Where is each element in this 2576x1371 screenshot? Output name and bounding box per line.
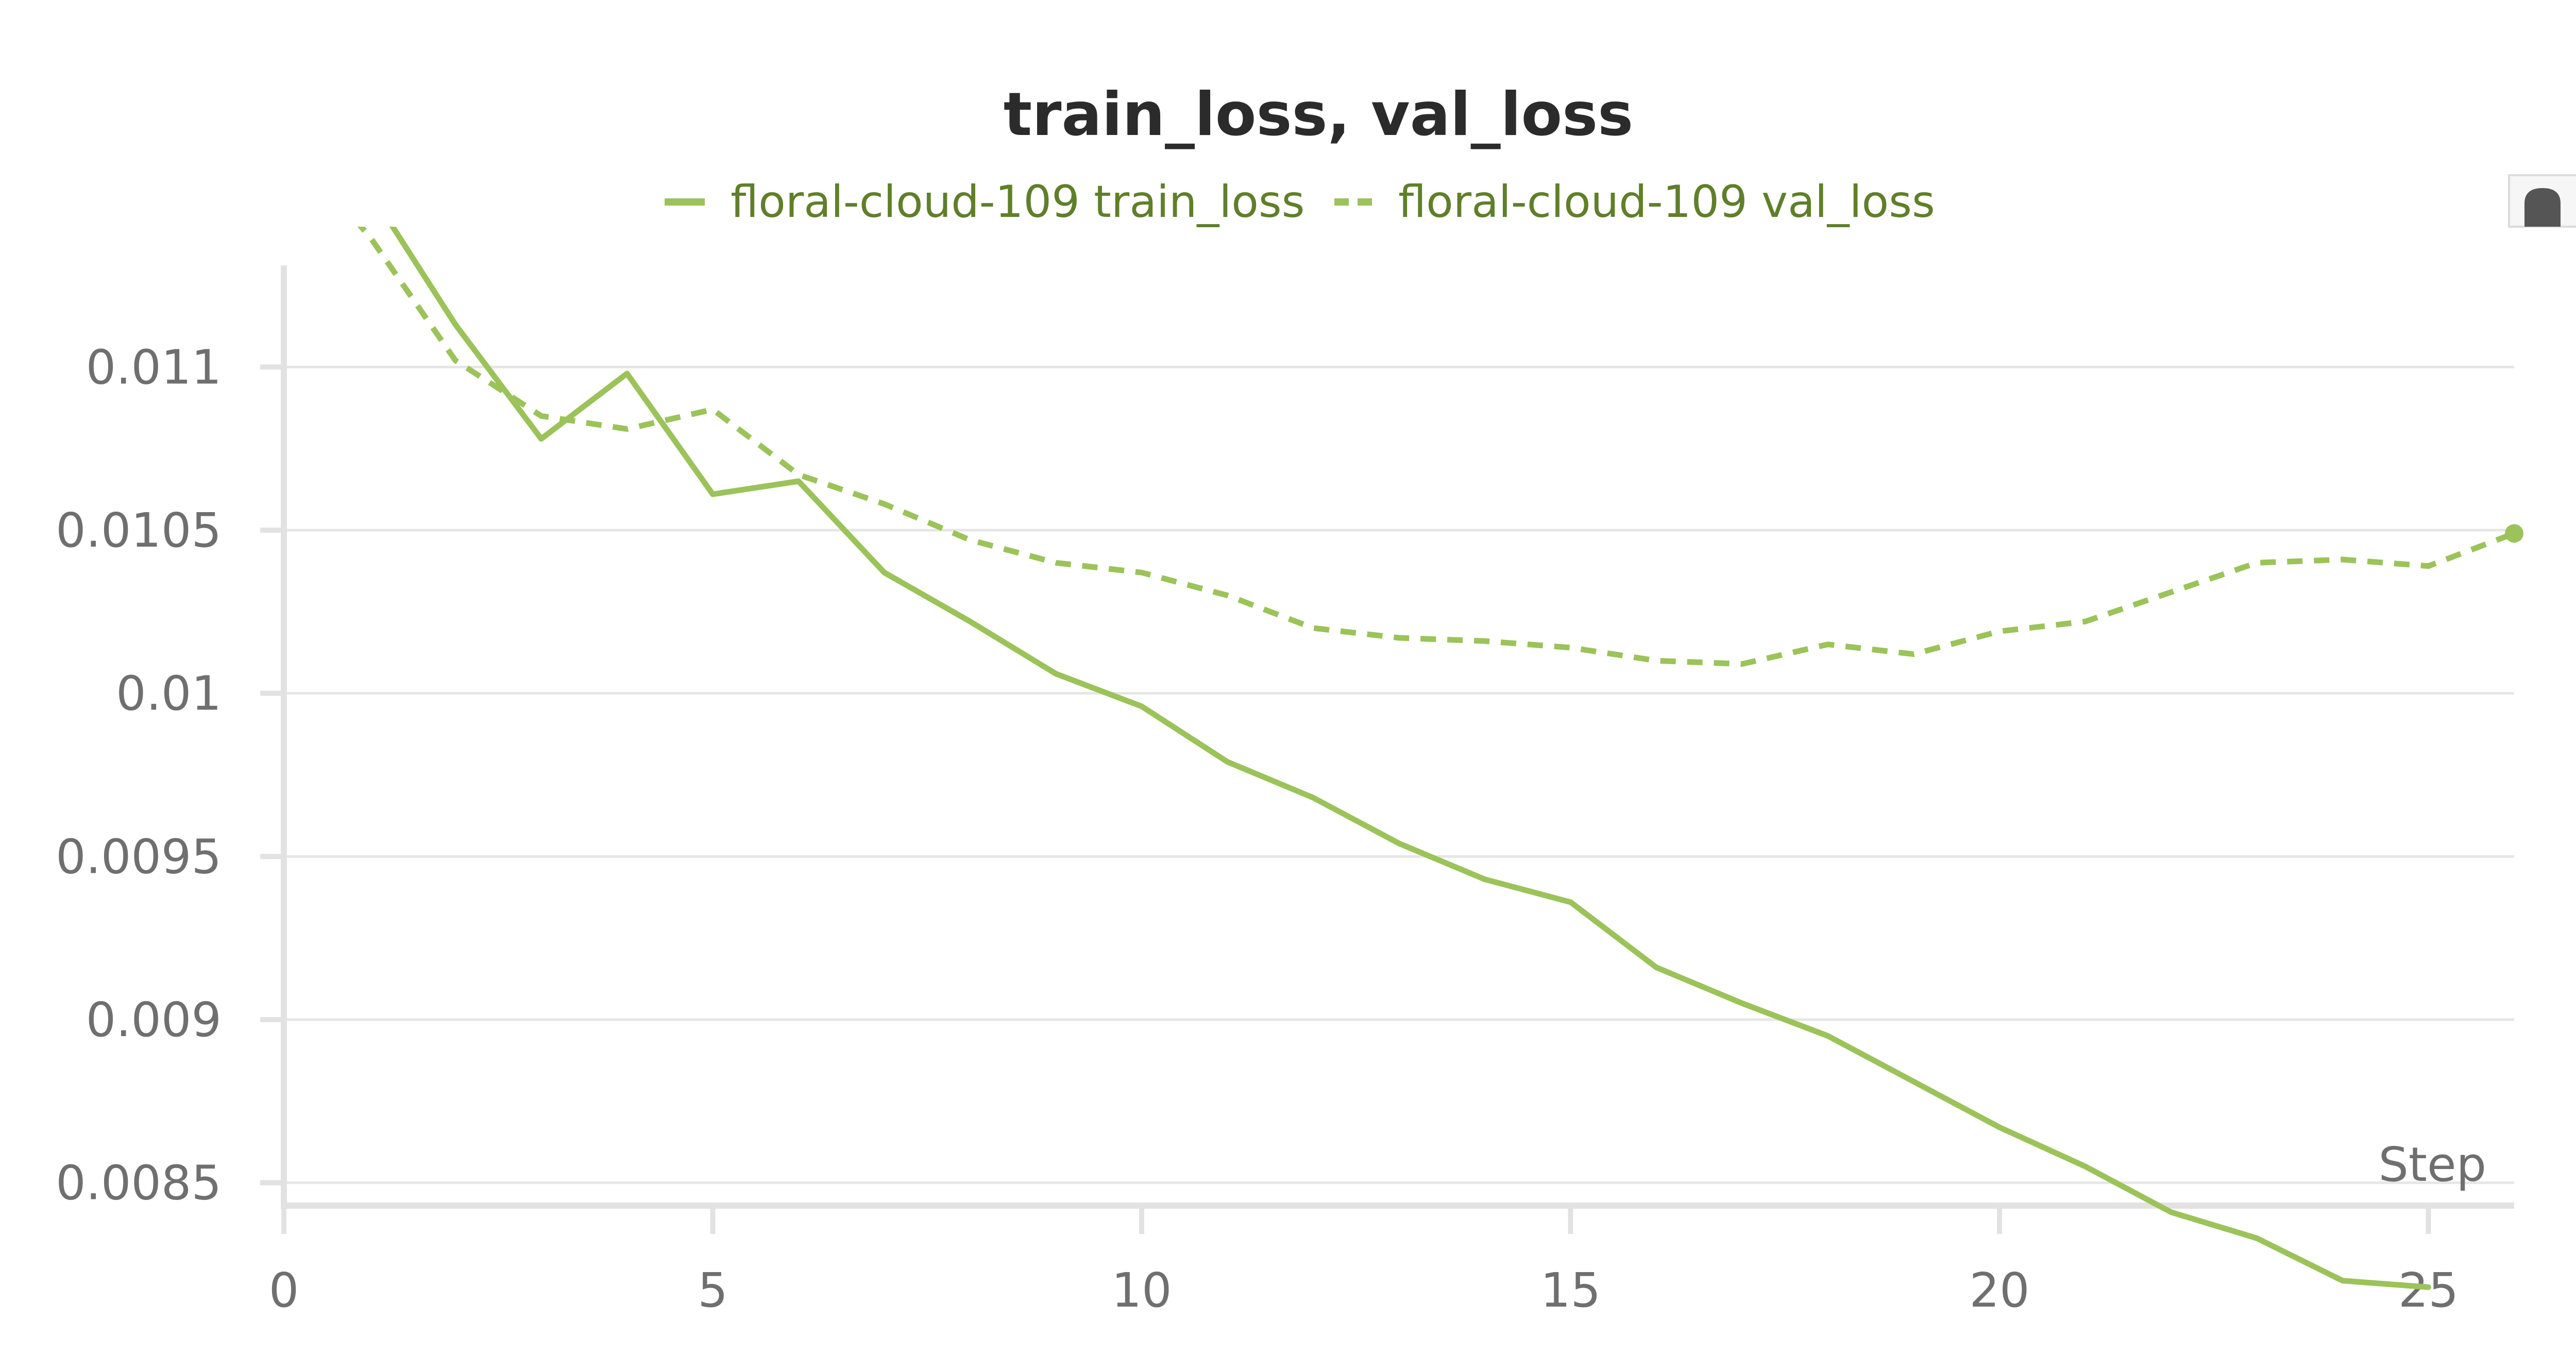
panel-menu-icon[interactable] (2508, 174, 2576, 228)
legend-label-val-loss[interactable]: floral-cloud-109 val_loss (1398, 176, 1935, 228)
legend-label-train-loss[interactable]: floral-cloud-109 train_loss (731, 176, 1304, 228)
series-layer (284, 41, 2515, 1290)
x-tick-label: 10 (1111, 1263, 1172, 1318)
x-tick-label: 25 (2398, 1263, 2459, 1318)
y-tick-label: 0.009 (86, 992, 222, 1047)
y-tick-label: 0.0085 (56, 1156, 222, 1211)
series-line-train-loss[interactable] (284, 41, 2431, 1290)
x-tick-label: 15 (1540, 1263, 1601, 1318)
x-tick-label: 5 (698, 1263, 728, 1318)
chart-title: train_loss, val_loss (1004, 80, 1633, 149)
y-tick-label: 0.0095 (56, 829, 222, 884)
y-axis-ticks: 0.0085 0.009 0.0095 0.01 0.0105 0.011 (56, 340, 284, 1211)
y-tick-label: 0.01 (116, 666, 222, 721)
x-axis-label: Step (2379, 1137, 2486, 1192)
legend: floral-cloud-109 train_loss floral-cloud… (665, 176, 1935, 228)
series-end-marker[interactable] (2505, 524, 2523, 543)
y-tick-label: 0.0105 (56, 503, 222, 558)
x-tick-label: 0 (269, 1263, 299, 1318)
y-tick-label: 0.011 (86, 340, 222, 395)
series-line-val-loss[interactable] (284, 139, 2515, 667)
grid-lines (284, 365, 2514, 1184)
markers-layer (2505, 524, 2523, 543)
x-tick-label: 20 (1969, 1263, 2029, 1318)
x-axis-ticks: 0 5 10 15 20 25 (269, 1206, 2459, 1318)
axes (281, 265, 2514, 1209)
